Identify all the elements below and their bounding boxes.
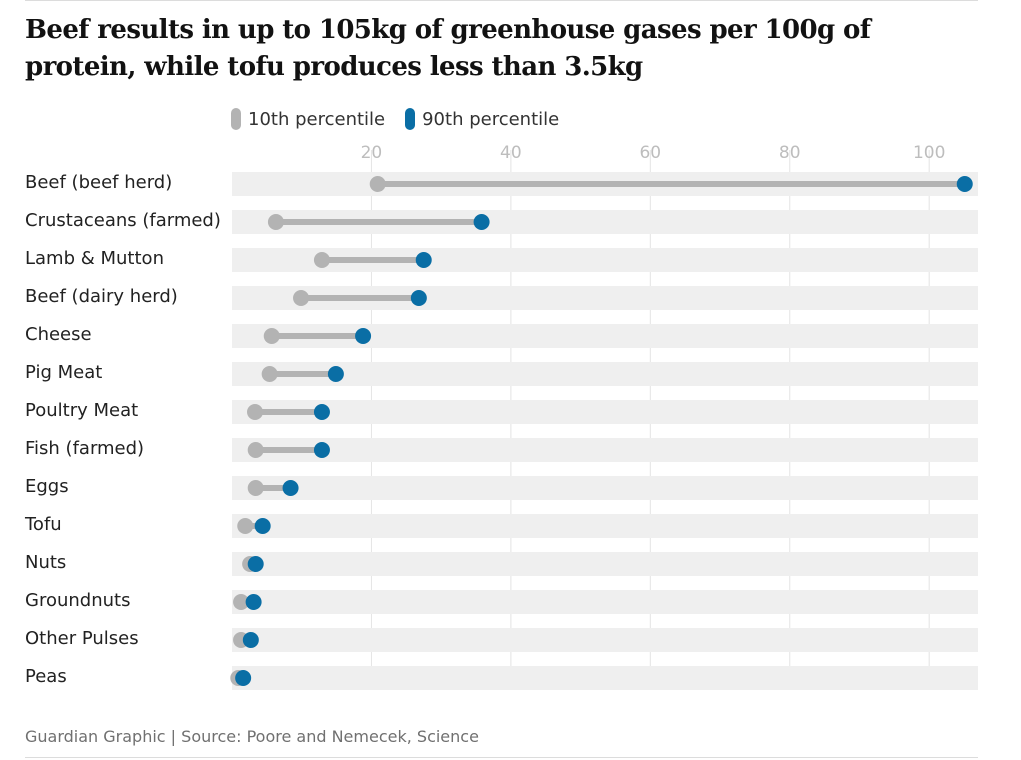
p90-point: [327, 366, 344, 382]
row-band: [232, 400, 978, 424]
row-band: [232, 514, 978, 538]
top-rule: [25, 0, 978, 1]
legend-label-p90: 90th percentile: [422, 108, 560, 130]
p10-point: [313, 252, 330, 268]
bottom-rule: [25, 757, 978, 758]
p10-point: [247, 480, 264, 496]
p10-point: [247, 442, 264, 458]
x-tick-label: 40: [500, 143, 522, 163]
p10-point: [293, 290, 310, 306]
p10-point: [369, 176, 386, 192]
row-label: Poultry Meat: [25, 400, 139, 421]
p90-point: [410, 290, 427, 306]
row-label: Lamb & Mutton: [25, 248, 164, 269]
x-tick-label: 20: [361, 143, 383, 163]
p90-point: [473, 214, 490, 230]
row-label: Groundnuts: [25, 590, 131, 611]
x-tick-label: 100: [913, 143, 945, 163]
chart-title: Beef results in up to 105kg of greenhous…: [25, 15, 871, 82]
p90-point: [247, 556, 264, 572]
p10-point: [267, 214, 284, 230]
row-label: Tofu: [25, 514, 62, 535]
p90-point: [245, 594, 262, 610]
legend-swatch-p90: [405, 108, 416, 130]
row-label: Crustaceans (farmed): [25, 210, 221, 231]
row-label: Pig Meat: [25, 362, 103, 383]
p90-point: [254, 518, 271, 534]
legend-swatch-p10: [231, 108, 241, 130]
p90-point: [235, 670, 252, 686]
legend-item-p10: 10th percentile: [231, 108, 385, 130]
row-label: Cheese: [25, 324, 92, 345]
row-label: Fish (farmed): [25, 438, 145, 459]
p90-point: [282, 480, 299, 496]
row-band: [232, 362, 978, 386]
p90-point: [415, 252, 432, 268]
p10-point: [247, 404, 264, 420]
dumbbell-chart: 20 40 60 80 100: [230, 143, 978, 690]
legend-label-p10: 10th percentile: [248, 108, 386, 130]
row-label: Other Pulses: [25, 628, 139, 649]
row-label: Nuts: [25, 552, 67, 573]
p90-point: [355, 328, 372, 344]
p10-point: [237, 518, 254, 534]
p10-point: [233, 594, 250, 610]
p10-point: [261, 366, 278, 382]
x-tick-label: 60: [639, 143, 661, 163]
row-band: [232, 476, 978, 500]
legend: 10th percentile 90th percentile: [231, 105, 579, 133]
legend-item-p90: 90th percentile: [405, 108, 559, 130]
source-credit: Guardian Graphic | Source: Poore and Nem…: [25, 727, 479, 746]
p10-point: [263, 328, 280, 344]
row-band: [232, 628, 978, 652]
row-band: [232, 438, 978, 462]
p90-point: [956, 176, 973, 192]
row-band: [232, 552, 978, 576]
p90-point: [313, 442, 330, 458]
p90-point: [313, 404, 330, 420]
row-label: Eggs: [25, 476, 69, 497]
p90-point: [242, 632, 259, 648]
row-label: Beef (beef herd): [25, 172, 173, 193]
row-label: Beef (dairy herd): [25, 286, 178, 307]
row-band: [232, 590, 978, 614]
row-band: [232, 666, 978, 690]
row-label: Peas: [25, 666, 67, 687]
x-tick-label: 80: [779, 143, 801, 163]
